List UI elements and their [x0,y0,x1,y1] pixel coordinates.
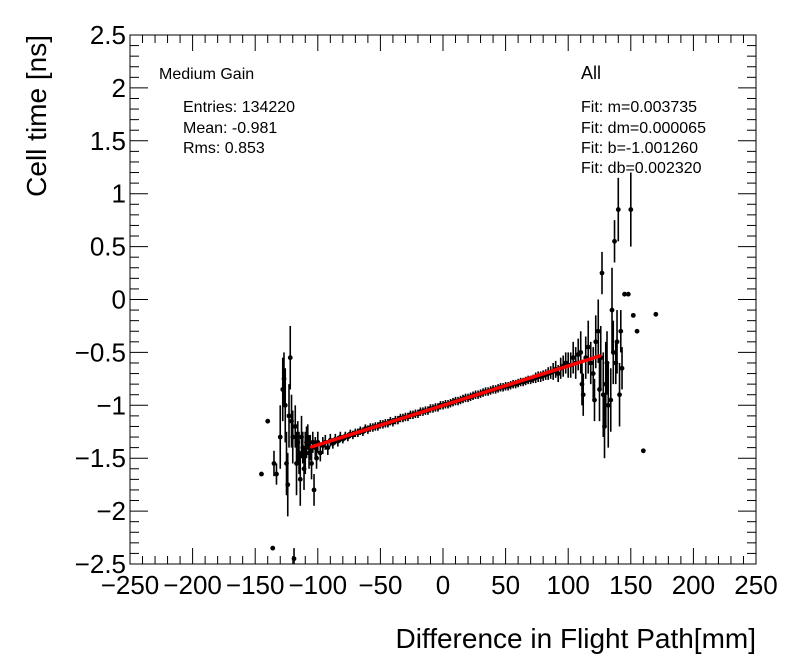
data-points [259,172,659,564]
x-tick-label: 200 [672,570,715,600]
data-point [580,392,586,398]
x-tick-label: −250 [101,570,160,600]
y-axis-label: Cell time [ns] [21,35,52,197]
x-tick-label: 250 [734,570,777,600]
data-point [277,434,283,440]
data-point [325,445,331,451]
data-point [609,307,615,313]
data-point [590,371,596,376]
data-point [617,392,622,398]
data-point [612,238,617,244]
x-tick-label: −50 [358,570,402,600]
data-point [608,397,614,403]
data-point [570,355,576,361]
data-point [259,471,264,477]
data-point [592,397,597,403]
fit-line-segment [309,354,602,449]
x-axis-label: Difference in Flight Path[mm] [395,623,756,654]
x-tick-label: −100 [289,570,348,600]
fit-m: Fit: m=0.003735 [581,99,697,116]
data-point [610,350,616,355]
data-point [653,311,659,317]
data-point [309,461,314,466]
data-point [599,270,605,276]
fit-line [309,354,602,449]
y-tick-label: −2.5 [75,549,126,579]
data-point [619,365,625,371]
data-point [618,328,624,334]
axis-ticks: −250 −200 −150 −100 −50 0 50 100 150 200 250 −2.5 −2… [75,20,778,600]
data-point [555,371,561,376]
stat-rms: Rms: 0.853 [183,140,265,157]
data-point [311,487,317,493]
y-tick-label: −0.5 [75,337,126,367]
data-point [285,482,291,488]
data-point [310,439,316,445]
data-point [290,434,296,440]
data-point [270,545,276,551]
y-tick-label: 1 [112,179,126,209]
y-tick-label: 0.5 [90,232,126,262]
data-point [640,448,646,454]
y-tick-label: 0 [112,285,126,315]
stat-mean: Mean: -0.981 [183,120,277,137]
y-tick-label: −1.5 [75,443,126,473]
data-point [614,339,620,345]
left-title: Medium Gain [159,66,254,83]
data-point [286,413,292,419]
data-point [630,312,636,318]
data-point [628,207,634,212]
data-point [314,455,319,461]
fit-b: Fit: b=-1.001260 [581,140,698,157]
data-point [605,402,611,408]
fit-dm: Fit: dm=0.000065 [581,120,706,137]
y-tick-label: 2.5 [90,20,126,50]
x-tick-label: 50 [491,570,520,600]
data-point [297,476,303,482]
data-point [634,328,640,334]
data-point [292,424,298,429]
data-point [291,556,297,562]
data-point [287,355,293,361]
x-tick-label: −150 [226,570,285,600]
y-tick-label: 2 [112,73,126,103]
data-point [622,291,627,297]
data-point [274,471,279,477]
y-tick-label: −1 [96,390,126,420]
y-tick-label: 1.5 [90,126,126,156]
data-point [588,360,594,366]
data-point [625,291,631,297]
data-point [271,461,277,466]
data-point [585,344,591,350]
fit-db: Fit: db=0.002320 [581,160,702,177]
data-point [615,207,621,212]
data-point [317,450,323,456]
data-point [282,402,288,408]
x-tick-label: 100 [547,570,590,600]
stat-entries: Entries: 134220 [183,99,295,116]
y-tick-label: −2 [96,496,126,526]
data-point [595,328,601,334]
data-point [578,350,584,355]
right-title: All [581,63,601,83]
x-tick-label: 0 [436,570,450,600]
x-tick-label: −200 [163,570,222,600]
data-point [265,418,271,424]
data-point [593,339,599,345]
annotations: Medium Gain Entries: 134220 Mean: -0.981… [159,63,706,177]
x-tick-label: 150 [609,570,652,600]
